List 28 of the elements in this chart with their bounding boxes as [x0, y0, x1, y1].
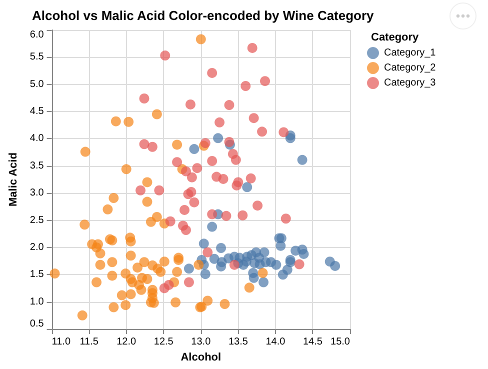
- x-tick-label: 14.5: [302, 336, 323, 348]
- y-tick-label: 6.0: [30, 30, 44, 40]
- x-tick-label: 12.0: [116, 336, 137, 348]
- chart-title: Alcohol vs Malic Acid Color-encoded by Wine Category: [32, 8, 375, 23]
- x-axis-title: Alcohol: [180, 351, 222, 364]
- y-tick-label: 1.5: [30, 269, 44, 280]
- legend-label: Category_3: [384, 78, 436, 88]
- y-tick-label: 3.5: [30, 160, 44, 172]
- y-axis-title: Malic Acid: [8, 152, 20, 206]
- legend-label: Category_1: [384, 48, 436, 58]
- x-tick-label: 13.0: [191, 336, 212, 348]
- y-tick-label: 5.0: [30, 78, 44, 90]
- x-tick-label: 12.5: [154, 336, 174, 348]
- y-tick-label: 3.0: [30, 188, 44, 199]
- y-tick-label: 5.5: [30, 52, 44, 63]
- y-tick-label: 2.5: [30, 214, 44, 226]
- x-tick-label: 11.5: [80, 336, 99, 348]
- y-tick-label: 4.0: [30, 133, 44, 144]
- x-tick-label: 11.0: [52, 336, 71, 348]
- y-tick-label: 1.0: [30, 296, 44, 308]
- x-tick-label: 14.0: [266, 336, 286, 348]
- x-tick-label: 15.0: [330, 336, 350, 348]
- legend-title: Category: [371, 32, 420, 44]
- y-tick-label: 0.5: [30, 318, 44, 330]
- y-tick-label: 4.5: [30, 106, 44, 118]
- x-tick-label: 13.5: [228, 336, 248, 348]
- y-tick-label: 2.0: [30, 242, 44, 253]
- legend-label: Category_2: [384, 62, 436, 74]
